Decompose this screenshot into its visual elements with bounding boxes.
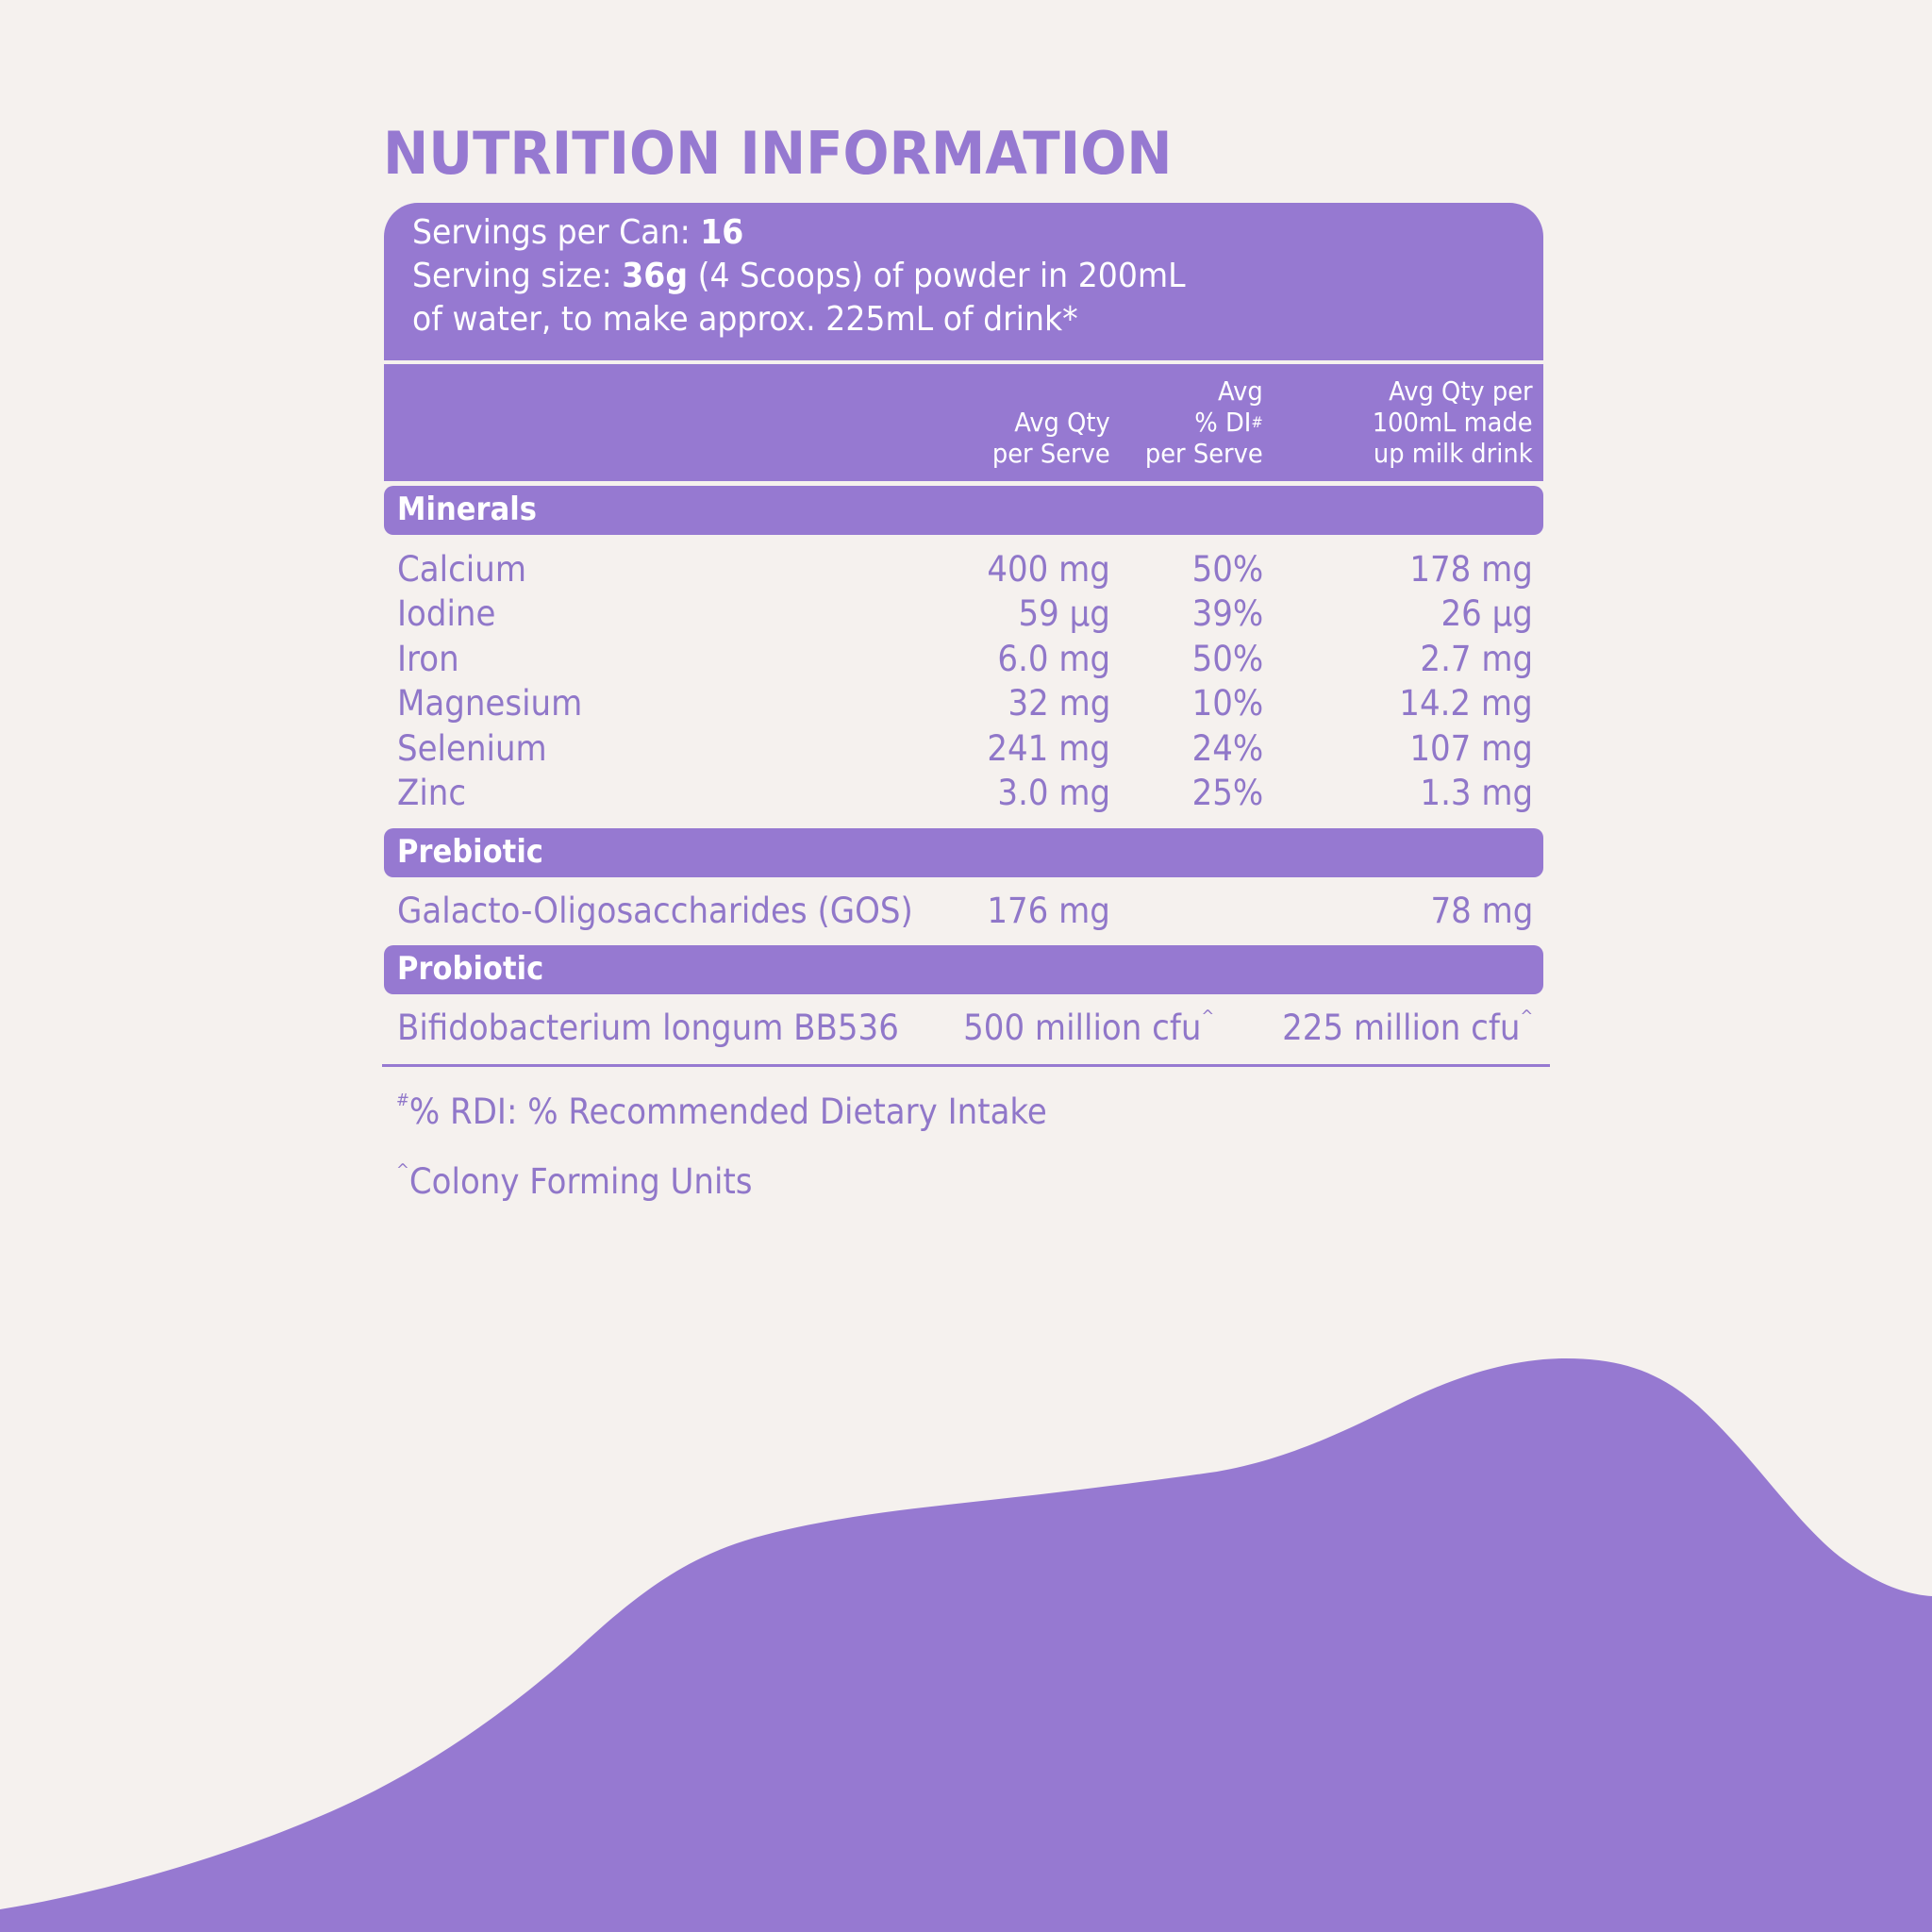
nutrient-name: Zinc — [397, 773, 467, 813]
section-minerals: Minerals — [384, 486, 1543, 535]
nutrient-name: Magnesium — [397, 683, 583, 724]
column-header-line: Avg Qty per — [1389, 375, 1533, 407]
column-header-di: Avg % DI# per Serve — [1145, 375, 1263, 469]
qty-per-100ml: 14.2 mg — [1399, 683, 1533, 724]
column-header-line: Avg Qty — [1014, 407, 1110, 438]
footnote-cfu: ^Colony Forming Units — [396, 1161, 753, 1202]
nutrient-name: Galacto-Oligosaccharides (GOS) — [397, 891, 913, 931]
column-header-line: per Serve — [992, 438, 1110, 469]
column-header-line: Avg — [1218, 375, 1263, 407]
qty-per-serve: 500 million cfu^ — [962, 1007, 1214, 1048]
column-header-line: % DI# — [1145, 407, 1263, 438]
column-header-per-serve: Avg Qty per Serve — [992, 407, 1110, 469]
section-probiotic: Probiotic — [384, 945, 1543, 994]
nutrient-name: Bifidobacterium longum BB536 — [397, 1008, 899, 1048]
qty-per-serve: 241 mg — [987, 728, 1110, 769]
table-row: Bifidobacterium longum BB536 500 million… — [384, 1007, 1543, 1055]
qty-per-100ml: 78 mg — [1430, 891, 1533, 931]
column-header-per-100ml: Avg Qty per 100mL made up milk drink — [1373, 375, 1533, 469]
qty-per-100ml-value: 225 million cfu — [1281, 1008, 1521, 1048]
nutrient-name: Selenium — [397, 728, 547, 769]
section-prebiotic: Prebiotic — [384, 828, 1543, 877]
section-title: Minerals — [397, 491, 537, 528]
serving-size-rest: (4 Scoops) of powder in 200mL — [688, 257, 1186, 295]
nutrient-name: Calcium — [397, 549, 526, 590]
percent-di: 24% — [1191, 728, 1263, 769]
cfu-mark: ^ — [1201, 1007, 1214, 1026]
serving-size: Serving size: 36g (4 Scoops) of powder i… — [412, 259, 1186, 293]
table-row: Calcium 400 mg 50% 178 mg — [384, 552, 1543, 596]
percent-di: 10% — [1191, 683, 1263, 724]
serving-size-value: 36g — [622, 257, 689, 295]
servings-per-can: Servings per Can: 16 — [412, 216, 743, 250]
footnote-text: % RDI: % Recommended Dietary Intake — [408, 1091, 1047, 1132]
footnote-mark: # — [396, 1091, 409, 1110]
percent-di: 50% — [1191, 639, 1263, 679]
decorative-wave — [0, 1585, 1932, 1932]
column-header-line: per Serve — [1145, 438, 1263, 469]
percent-di: 50% — [1191, 549, 1263, 590]
table-row: Zinc 3.0 mg 25% 1.3 mg — [384, 775, 1543, 820]
qty-per-100ml: 26 µg — [1441, 593, 1533, 634]
percent-di: 25% — [1191, 773, 1263, 813]
qty-per-serve-value: 500 million cfu — [962, 1008, 1202, 1048]
section-title: Prebiotic — [397, 833, 543, 871]
di-hash-mark: # — [1251, 413, 1263, 431]
qty-per-serve: 3.0 mg — [997, 773, 1110, 813]
table-row: Selenium 241 mg 24% 107 mg — [384, 731, 1543, 775]
qty-per-serve: 59 µg — [1018, 593, 1110, 634]
qty-per-serve: 6.0 mg — [997, 639, 1110, 679]
nutrient-name: Iodine — [397, 593, 496, 634]
qty-per-100ml: 1.3 mg — [1420, 773, 1533, 813]
di-label: % DI — [1194, 407, 1252, 438]
section-title: Probiotic — [397, 950, 544, 988]
table-row: Iron 6.0 mg 50% 2.7 mg — [384, 641, 1543, 686]
column-header-line: 100mL made — [1373, 407, 1533, 438]
servings-value: 16 — [700, 213, 744, 252]
serving-info-panel: Servings per Can: 16 Serving size: 36g (… — [384, 203, 1543, 360]
qty-per-100ml: 107 mg — [1409, 728, 1533, 769]
page-title: NUTRITION INFORMATION — [383, 119, 1173, 188]
qty-per-100ml: 178 mg — [1409, 549, 1533, 590]
table-row: Iodine 59 µg 39% 26 µg — [384, 596, 1543, 641]
nutrient-name: Iron — [397, 639, 459, 679]
table-row: Galacto-Oligosaccharides (GOS) 176 mg 78… — [384, 893, 1543, 938]
footnote-mark: ^ — [396, 1160, 409, 1180]
footnote-text: Colony Forming Units — [408, 1161, 753, 1202]
serving-size-label: Serving size: — [412, 257, 623, 295]
table-bottom-divider — [382, 1064, 1550, 1067]
cfu-mark: ^ — [1520, 1007, 1533, 1026]
column-header-line: up milk drink — [1374, 438, 1533, 469]
percent-di: 39% — [1191, 593, 1263, 634]
qty-per-serve: 176 mg — [987, 891, 1110, 931]
serving-size-line2: of water, to make approx. 225mL of drink… — [412, 300, 1078, 339]
servings-label: Servings per Can: — [412, 213, 701, 252]
qty-per-100ml: 225 million cfu^ — [1281, 1007, 1533, 1048]
footnote-rdi: #% RDI: % Recommended Dietary Intake — [396, 1091, 1047, 1132]
table-row: Magnesium 32 mg 10% 14.2 mg — [384, 686, 1543, 730]
column-headers: Avg Qty per Serve Avg % DI# per Serve Av… — [384, 364, 1543, 481]
qty-per-serve: 400 mg — [987, 549, 1110, 590]
qty-per-serve: 32 mg — [1008, 683, 1110, 724]
qty-per-100ml: 2.7 mg — [1420, 639, 1533, 679]
